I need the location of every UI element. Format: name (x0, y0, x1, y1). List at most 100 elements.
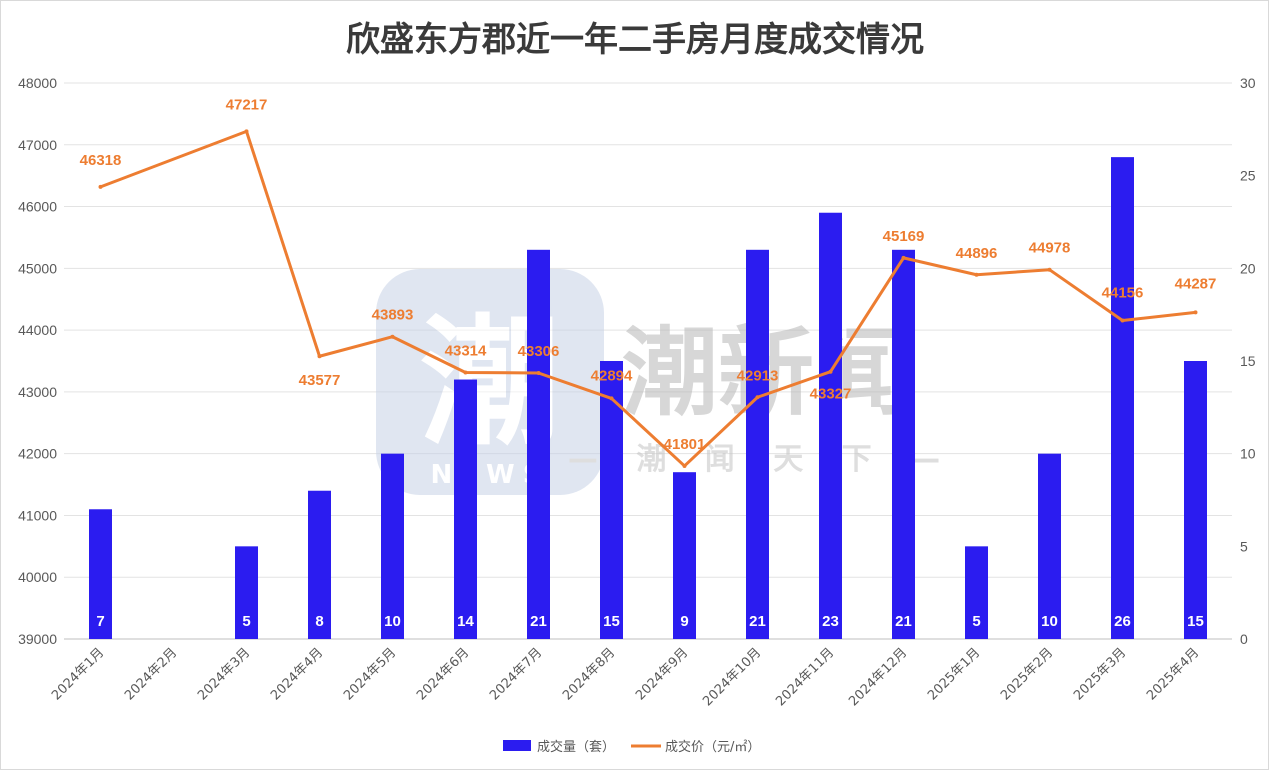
bar (600, 361, 623, 639)
bar (381, 453, 404, 639)
bar (308, 490, 331, 639)
bar (1038, 453, 1061, 639)
bar (819, 212, 842, 639)
line-point (755, 395, 760, 400)
y-left-tick-label: 39000 (18, 631, 57, 647)
bar-series: 7 5 8 10 14 21 15 9 21 23 21 5 10 26 15 (89, 157, 1207, 640)
line-point (901, 255, 906, 260)
bar (892, 249, 915, 640)
line-point (244, 129, 249, 134)
bar-value-label: 9 (680, 613, 688, 630)
bar-value-label: 21 (895, 613, 912, 630)
x-axis: 2024年1月 2024年2月 2024年3月 2024年4月 2024年5月 2024年… (49, 645, 1202, 709)
y-right-tick-label: 20 (1240, 260, 1256, 276)
y-right-tick-label: 0 (1240, 631, 1248, 647)
y-right-tick-label: 30 (1240, 75, 1256, 91)
x-tick-label: 2024年7月 (487, 645, 545, 703)
y-left-tick-label: 40000 (18, 569, 57, 585)
bar-value-label: 23 (822, 613, 839, 630)
bar (673, 472, 696, 639)
line-point (1120, 318, 1125, 323)
gridlines (64, 82, 1232, 640)
x-tick-label: 2024年10月 (700, 645, 764, 709)
bar-value-label: 10 (384, 613, 401, 630)
watermark-logo-sub: NEWS (431, 460, 550, 490)
legend: 成交量（套） 成交价（元/㎡） (503, 739, 760, 755)
x-tick-label: 2024年6月 (414, 645, 472, 703)
bar (746, 249, 769, 640)
bar-value-label: 5 (972, 613, 980, 630)
x-tick-label: 2025年3月 (1071, 645, 1129, 703)
line-value-label: 43306 (518, 343, 560, 360)
x-tick-label: 2024年2月 (122, 645, 180, 703)
x-tick-label: 2025年2月 (998, 645, 1056, 703)
line-value-label: 43577 (299, 372, 341, 389)
x-tick-label: 2025年1月 (925, 645, 983, 703)
line-value-label: 47217 (226, 96, 268, 113)
x-tick-label: 2024年12月 (846, 645, 910, 709)
legend-bar-swatch (503, 740, 531, 751)
line-point (536, 370, 541, 375)
bar (1111, 157, 1134, 639)
line-point (1193, 310, 1198, 315)
bar-value-label: 15 (603, 613, 620, 630)
y-left-tick-label: 45000 (18, 260, 57, 276)
line-value-label: 44896 (956, 245, 998, 262)
y-right-tick-label: 10 (1240, 446, 1256, 462)
y-right-tick-label: 5 (1240, 538, 1248, 554)
line-point (463, 370, 468, 375)
bar (235, 546, 258, 639)
line-value-label: 44978 (1029, 240, 1071, 257)
line-value-label: 42894 (591, 367, 633, 384)
line-series: 46318 47217 43577 43893 43314 43306 42894 41801… (80, 96, 1217, 468)
line-value-label: 43327 (810, 386, 852, 403)
y-left-tick-label: 44000 (18, 322, 57, 338)
line-point (1047, 267, 1052, 272)
bar (527, 249, 550, 640)
bar-value-label: 8 (315, 613, 323, 630)
bar (965, 546, 988, 639)
bar-value-label: 21 (530, 613, 547, 630)
y-right-tick-label: 15 (1240, 353, 1256, 369)
bar-value-label: 10 (1041, 613, 1058, 630)
bar-value-label: 15 (1187, 613, 1204, 630)
line-point (609, 396, 614, 401)
line-point (974, 272, 979, 277)
y-left-tick-label: 48000 (18, 75, 57, 91)
y-axis-right: 0 5 10 15 20 25 30 (1240, 75, 1256, 647)
x-tick-label: 2024年9月 (633, 645, 691, 703)
bar-value-label: 5 (242, 613, 250, 630)
x-tick-label: 2024年11月 (773, 645, 837, 709)
x-tick-label: 2024年8月 (560, 645, 618, 703)
line-value-label: 43314 (445, 342, 487, 359)
chart-title: 欣盛东方郡近一年二手房月度成交情况 (346, 20, 924, 60)
x-tick-label: 2024年5月 (341, 645, 399, 703)
line-value-label: 41801 (664, 436, 706, 453)
y-left-tick-label: 46000 (18, 199, 57, 215)
y-left-tick-label: 42000 (18, 446, 57, 462)
line-value-label: 46318 (80, 152, 122, 169)
line-value-label: 44156 (1102, 284, 1144, 301)
bar (89, 509, 112, 639)
bar (454, 379, 477, 639)
line-point (317, 354, 322, 359)
line-value-label: 44287 (1175, 275, 1217, 292)
line-value-label: 45169 (883, 228, 925, 245)
bar-value-label: 14 (457, 613, 474, 630)
line-value-label: 42913 (737, 367, 779, 384)
bar-value-label: 26 (1114, 613, 1131, 630)
line-point (828, 369, 833, 374)
bar (1184, 361, 1207, 639)
y-left-tick-label: 47000 (18, 137, 57, 153)
y-axis-left: 39000 40000 41000 42000 43000 44000 45000 46000… (18, 75, 57, 647)
bar-value-label: 7 (96, 613, 104, 630)
y-right-tick-label: 25 (1240, 168, 1256, 184)
x-tick-label: 2025年4月 (1144, 645, 1202, 703)
line-point (98, 184, 103, 189)
line-point (682, 463, 687, 468)
x-tick-label: 2024年3月 (195, 645, 253, 703)
legend-line-label: 成交价（元/㎡） (665, 739, 760, 755)
x-tick-label: 2024年4月 (268, 645, 326, 703)
